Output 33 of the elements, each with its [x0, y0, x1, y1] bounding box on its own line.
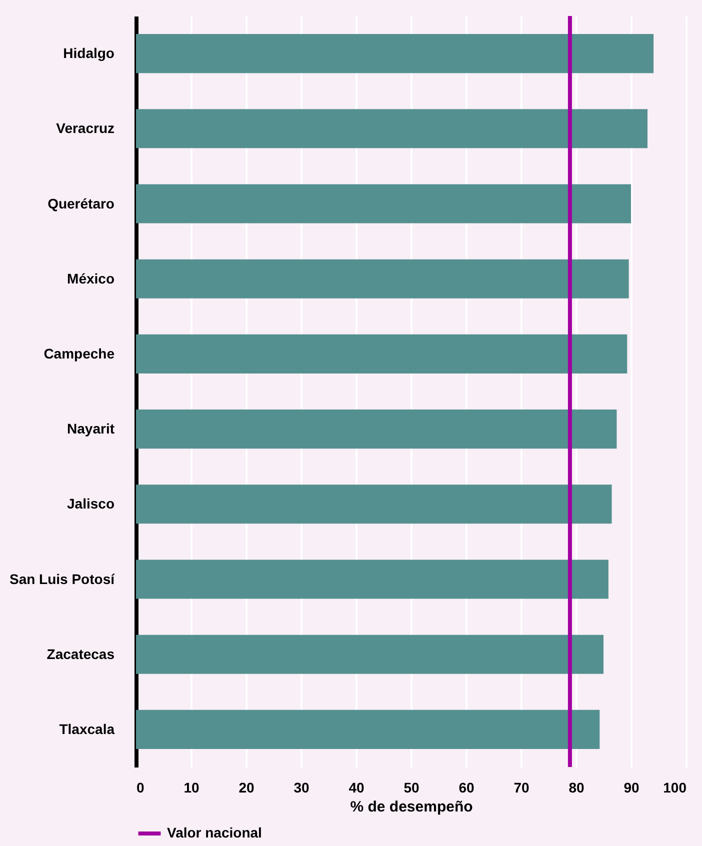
- legend-label: Valor nacional: [167, 824, 262, 840]
- x-tick-label: 100: [663, 780, 687, 796]
- y-tick-label: México: [67, 270, 114, 286]
- y-tick-label: Querétaro: [48, 195, 114, 212]
- bar: [136, 560, 608, 599]
- x-tick-label: 60: [458, 780, 474, 796]
- x-tick-label: 80: [568, 780, 584, 796]
- y-tick-label: Zacatecas: [46, 646, 115, 662]
- bar: [136, 259, 629, 298]
- bar: [136, 410, 617, 449]
- x-tick-label: 70: [514, 780, 530, 796]
- y-tick-label: Jalisco: [67, 496, 114, 512]
- y-tick-label: Veracruz: [56, 120, 114, 136]
- x-tick-label: 0: [136, 780, 144, 796]
- y-tick-label: Campeche: [44, 345, 115, 362]
- x-tick-label: 30: [294, 780, 310, 796]
- bar: [136, 34, 654, 74]
- x-tick-label: 20: [238, 780, 254, 796]
- x-tick-label: 90: [624, 780, 640, 796]
- y-tick-label: San Luis Potosí: [9, 570, 116, 587]
- y-tick-label: Tlaxcala: [59, 720, 115, 737]
- x-tick-label: 40: [348, 780, 364, 796]
- bar: [136, 334, 628, 374]
- bar: [136, 710, 600, 749]
- y-tick-label: Nayarit: [67, 420, 115, 437]
- x-axis-title: % de desempeño: [350, 798, 473, 816]
- bar: [136, 184, 631, 224]
- bar: [136, 484, 612, 524]
- bar: [136, 109, 648, 148]
- y-tick-label: Hidalgo: [63, 45, 114, 62]
- x-tick-label: 50: [404, 780, 420, 796]
- bar: [136, 634, 604, 674]
- x-tick-label: 10: [184, 780, 200, 796]
